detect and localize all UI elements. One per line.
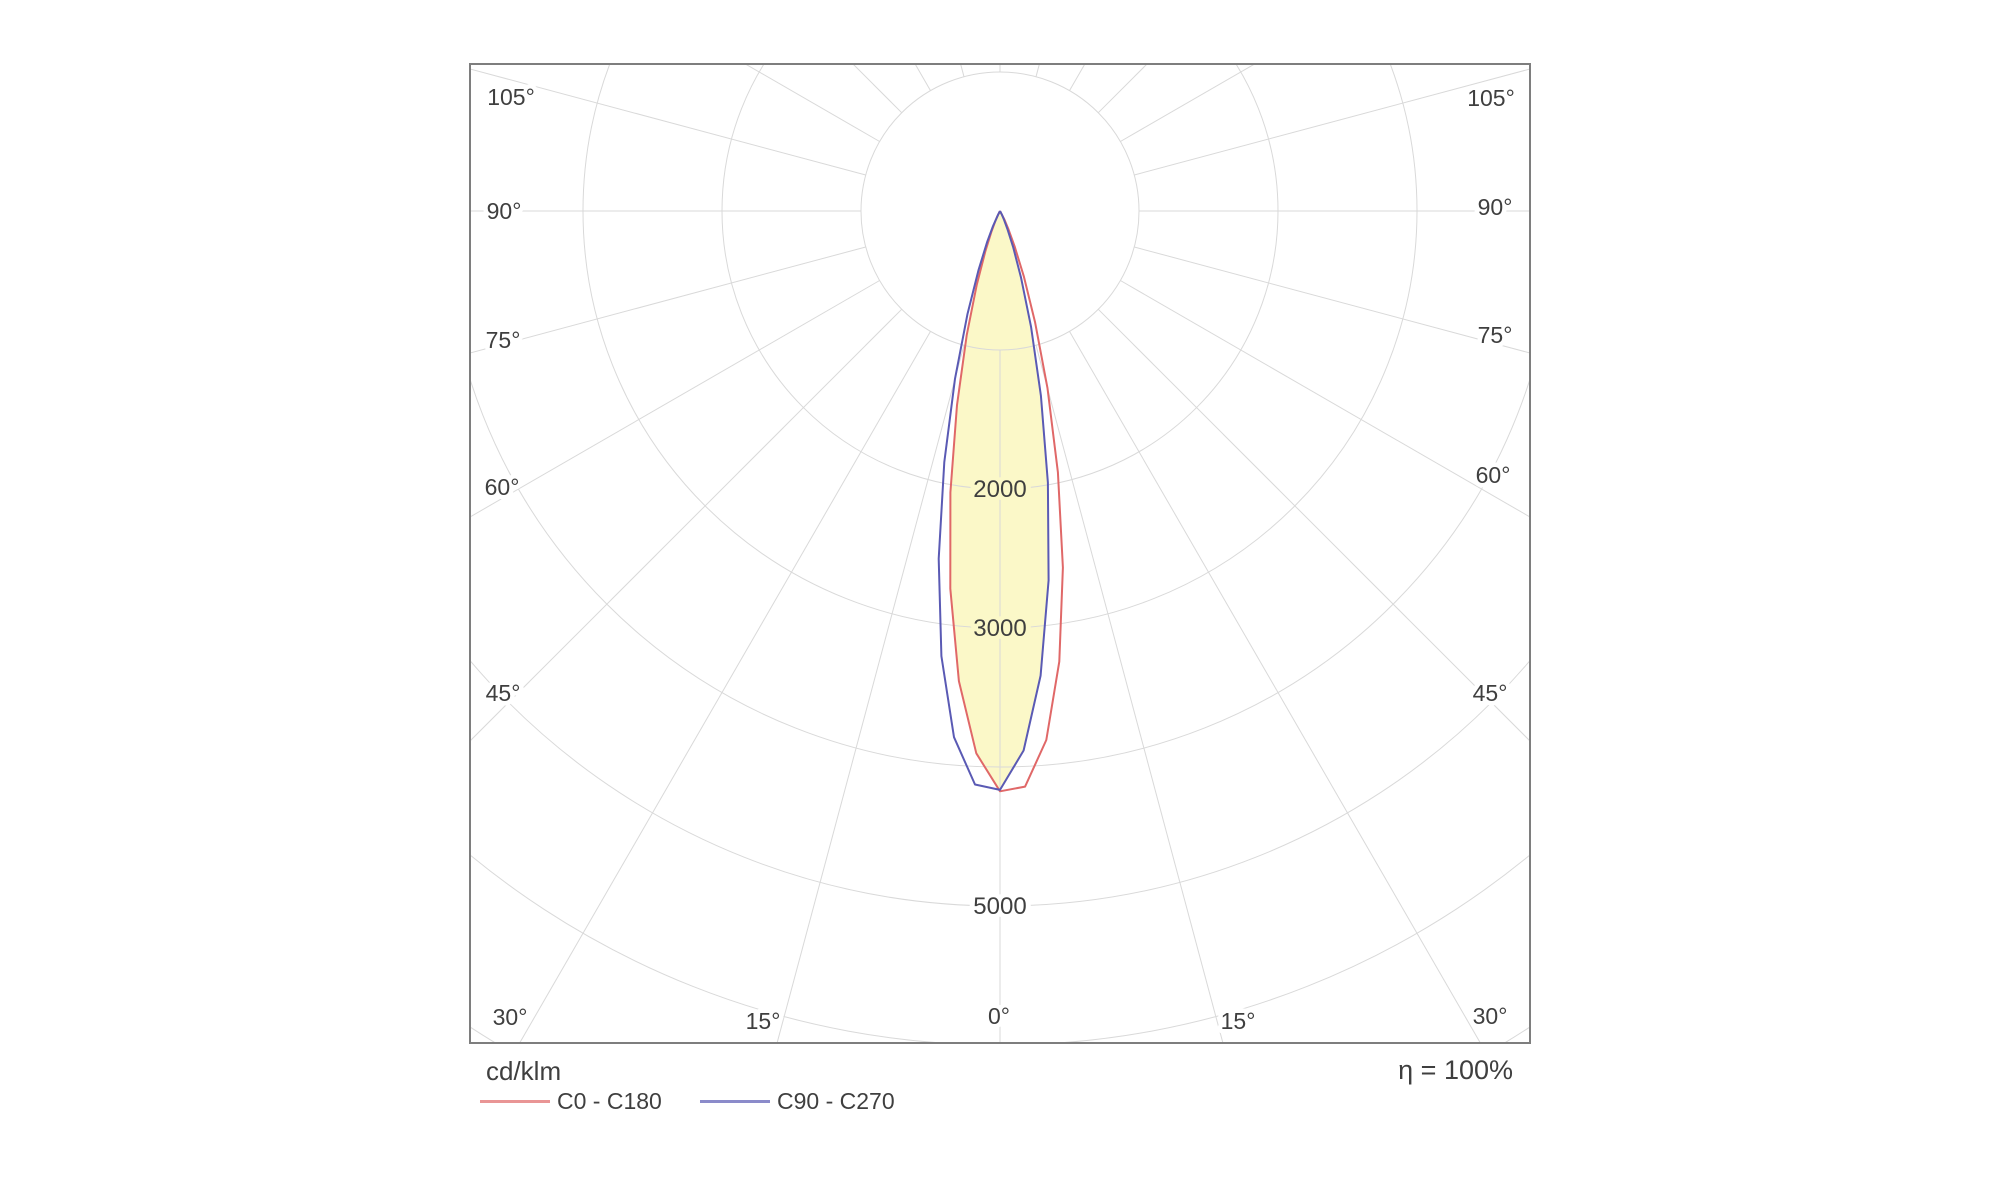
angle-label-12-75deg: 75° — [1478, 322, 1513, 348]
angle-label-13-90deg: 90° — [1478, 194, 1513, 220]
grid-ray-105deg — [1134, 68, 1529, 176]
angle-label-0-105deg: 105° — [487, 84, 535, 110]
angle-label-6-15deg: 15° — [746, 1008, 781, 1034]
angle-label-2-75deg: 75° — [486, 327, 521, 353]
legend-label-c90-c270: C90 - C270 — [777, 1088, 895, 1114]
angle-label-14-105deg: 105° — [1467, 85, 1515, 111]
grid-ray-210deg — [915, 65, 931, 91]
angle-label-7-0deg: 0° — [988, 1003, 1010, 1029]
grid-ray-15deg — [1035, 345, 1224, 1042]
polar-plot-svg: 2000 3000 5000 105° 90° 75° 60° 45° 30° 15° 0° 15° 3… — [471, 65, 1529, 1042]
grid-ray-75deg — [1134, 246, 1529, 354]
efficiency-label: η = 100% — [1398, 1055, 1513, 1085]
grid-ray-285deg — [471, 246, 866, 354]
grid-ray-345deg — [776, 345, 965, 1042]
angle-label-3-60deg: 60° — [485, 474, 520, 500]
angle-label-4-45deg: 45° — [486, 680, 521, 706]
angle-label-1-90deg: 90° — [487, 198, 522, 224]
grid-ray-135deg — [1097, 65, 1147, 114]
grid-ray-330deg — [519, 331, 931, 1042]
polar-plot-area: 2000 3000 5000 105° 90° 75° 60° 45° 30° 15° 0° 15° 3… — [469, 63, 1531, 1044]
angle-label-10-45deg: 45° — [1473, 680, 1508, 706]
c0-c180-curve — [949, 210, 1064, 793]
ring-label-2000: 2000 — [973, 476, 1026, 503]
angle-label-9-30deg: 30° — [1473, 1003, 1508, 1029]
angle-label-11-60deg: 60° — [1476, 462, 1511, 488]
unit-label: cd/klm — [486, 1056, 562, 1086]
grid-ray-45deg — [1097, 308, 1529, 741]
angle-label-5-30deg: 30° — [493, 1004, 528, 1030]
ring-label-5000: 5000 — [973, 893, 1026, 920]
c0-c180-line-swatch — [480, 1100, 550, 1103]
legend-label-c0-c180: C0 - C180 — [557, 1088, 662, 1114]
grid-ray-60deg — [1120, 280, 1529, 517]
angle-label-8-15deg: 15° — [1221, 1008, 1256, 1034]
c90-c270-line-swatch — [700, 1100, 770, 1103]
c90-c270-curve — [937, 210, 1050, 791]
grid-ray-150deg — [1069, 65, 1085, 91]
grid-ray-315deg — [471, 308, 903, 741]
grid-ray-255deg — [471, 68, 866, 176]
grid-ray-195deg — [960, 65, 965, 77]
ring-label-3000: 3000 — [973, 615, 1026, 642]
grid-ray-225deg — [853, 65, 903, 114]
grid-ray-30deg — [1069, 331, 1481, 1042]
grid-ray-165deg — [1035, 65, 1040, 77]
grid-ray-300deg — [471, 280, 880, 517]
beam-fill — [950, 211, 1049, 790]
